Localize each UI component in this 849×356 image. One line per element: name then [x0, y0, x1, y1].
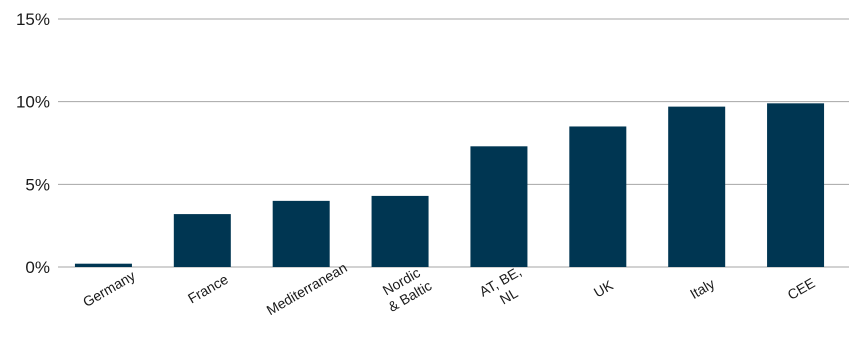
bar [74, 263, 132, 267]
bar [668, 106, 726, 267]
y-tick-label: 5% [25, 175, 50, 194]
bar [767, 103, 825, 267]
x-tick-label: Nordic& Baltic [377, 263, 435, 315]
bar [371, 195, 429, 267]
x-tick-label: CEE [785, 275, 818, 303]
y-tick-label: 15% [16, 10, 50, 29]
x-tick-label: France [185, 271, 231, 307]
x-tick-label: Germany [80, 267, 138, 310]
bar [173, 214, 231, 267]
x-axis-category-labels: Germany France Mediterranean Nordic& Baltic… [80, 259, 818, 318]
y-axis-tick-labels: 0% 5% 10% 15% [16, 10, 50, 277]
x-tick-label: Italy [687, 275, 717, 302]
x-tick-label: Mediterranean [264, 259, 350, 318]
bar [569, 126, 627, 267]
bar [470, 146, 528, 267]
x-tick-label: UK [591, 277, 616, 301]
x-tick-label: AT, BE,NL [476, 263, 532, 314]
y-tick-label: 10% [16, 93, 50, 112]
bar [272, 200, 330, 267]
y-tick-label: 0% [25, 258, 50, 277]
bars [74, 103, 825, 267]
